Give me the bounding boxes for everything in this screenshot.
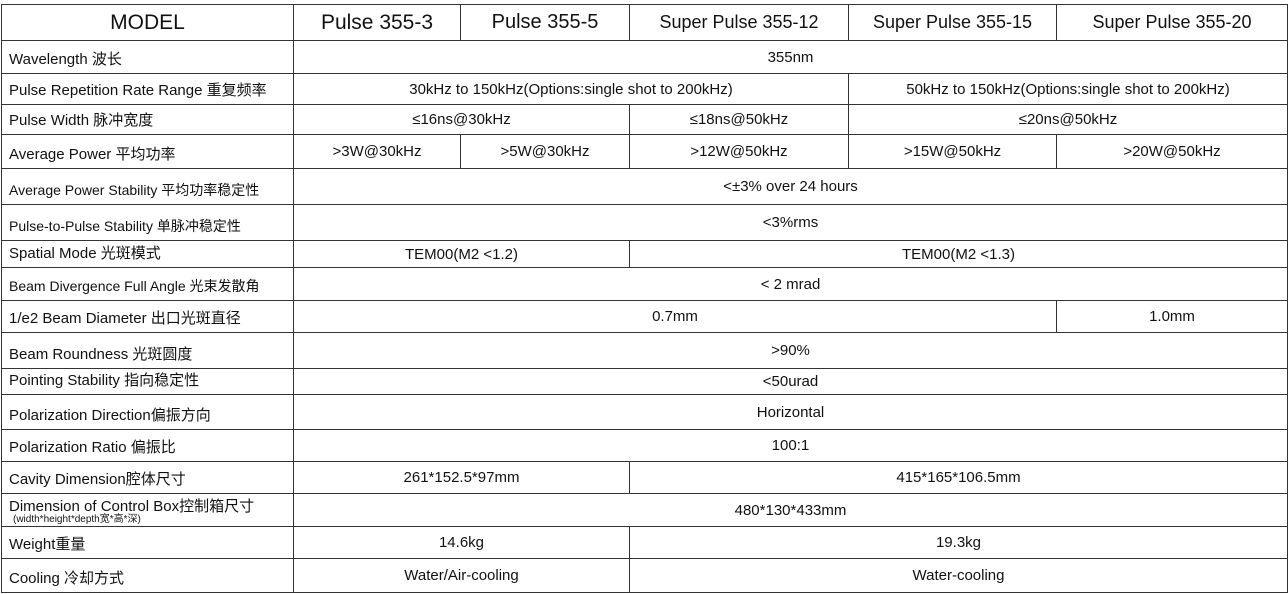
value-cell: <3%rms [293, 204, 1288, 241]
row-label-text: Average Power 平均功率 [9, 146, 176, 163]
table-row: Beam Roundness 光斑圆度 >90% [1, 332, 1288, 369]
value-cell: 0.7mm [293, 300, 1057, 333]
row-label: Polarization Direction偏振方向 [1, 394, 294, 430]
table-row: Cooling 冷却方式 Water/Air-cooling Water-cooli… [1, 558, 1288, 593]
value-cell: >5W@30kHz [460, 134, 630, 169]
row-label-text: Spatial Mode 光斑模式 [9, 245, 161, 262]
row-label: Average Power Stability 平均功率稳定性 [1, 168, 294, 205]
row-label: Beam Roundness 光斑圆度 [1, 332, 294, 369]
model-name: Pulse 355-3 [293, 4, 461, 41]
value-cell: >90% [293, 332, 1288, 369]
row-label: Beam Divergence Full Angle 光束发散角 [1, 267, 294, 301]
value-cell: 261*152.5*97mm [293, 461, 630, 494]
row-label-text: Beam Roundness 光斑圆度 [9, 346, 193, 363]
value-cell: TEM00(M2 <1.3) [629, 240, 1288, 268]
row-label: Weight重量 [1, 526, 294, 559]
model-name: Super Pulse 355-12 [629, 4, 849, 41]
value-cell: 30kHz to 150kHz(Options:single shot to 2… [293, 73, 849, 105]
row-label: Pulse Repetition Rate Range 重复频率 [1, 73, 294, 105]
value-cell: Water-cooling [629, 558, 1288, 593]
value-cell: 1.0mm [1056, 300, 1288, 333]
row-label-text: Polarization Direction偏振方向 [9, 407, 211, 424]
table-row: Polarization Direction偏振方向 Horizontal [1, 394, 1288, 430]
row-label: Average Power 平均功率 [1, 134, 294, 169]
row-label: Polarization Ratio 偏振比 [1, 429, 294, 462]
value-cell: 355nm [293, 40, 1288, 74]
row-label-text: 1/e2 Beam Diameter 出口光斑直径 [9, 310, 241, 327]
row-label-text: Cavity Dimension腔体尺寸 [9, 471, 186, 488]
row-label: Pulse-to-Pulse Stability 单脉冲稳定性 [1, 204, 294, 241]
table-row: Average Power Stability 平均功率稳定性 <±3% over… [1, 168, 1288, 205]
table-row: Pointing Stability 指向稳定性 <50urad [1, 368, 1288, 395]
row-label: Pulse Width 脉冲宽度 [1, 104, 294, 135]
table-row: Pulse Repetition Rate Range 重复频率 30kHz to… [1, 73, 1288, 105]
row-label: Dimension of Control Box控制箱尺寸 (width*heig… [1, 493, 294, 527]
header-row: MODEL Pulse 355-3 Pulse 355-5 Super Puls… [1, 4, 1288, 41]
spec-table: MODEL Pulse 355-3 Pulse 355-5 Super Puls… [1, 4, 1288, 593]
value-cell: Water/Air-cooling [293, 558, 630, 593]
row-label-text: Dimension of Control Box控制箱尺寸 [9, 498, 255, 515]
table-row: Average Power 平均功率 >3W@30kHz >5W@30kHz >12W… [1, 134, 1288, 169]
value-cell: 100:1 [293, 429, 1288, 462]
row-label-text: Pulse Width 脉冲宽度 [9, 112, 154, 129]
model-name: Super Pulse 355-15 [848, 4, 1057, 41]
row-label: Spatial Mode 光斑模式 [1, 240, 294, 268]
value-cell: 19.3kg [629, 526, 1288, 559]
value-cell: 14.6kg [293, 526, 630, 559]
table-row: Spatial Mode 光斑模式 TEM00(M2 <1.2) TEM00(M2 … [1, 240, 1288, 268]
table-row: Weight重量 14.6kg 19.3kg [1, 526, 1288, 559]
value-cell: ≤20ns@50kHz [848, 104, 1288, 135]
table-row: Dimension of Control Box控制箱尺寸 (width*heig… [1, 493, 1288, 527]
row-label: Wavelength 波长 [1, 40, 294, 74]
row-label: Pointing Stability 指向稳定性 [1, 368, 294, 395]
value-cell: Horizontal [293, 394, 1288, 430]
value-cell: >12W@50kHz [629, 134, 849, 169]
value-cell: <50urad [293, 368, 1288, 395]
row-label-text: Wavelength 波长 [9, 51, 122, 68]
table-row: Wavelength 波长 355nm [1, 40, 1288, 74]
row-label-text: Pulse Repetition Rate Range 重复频率 [9, 82, 267, 99]
row-label-text: Average Power Stability 平均功率稳定性 [9, 182, 260, 198]
value-cell: 415*165*106.5mm [629, 461, 1288, 494]
value-cell: < 2 mrad [293, 267, 1288, 301]
table-row: 1/e2 Beam Diameter 出口光斑直径 0.7mm 1.0mm [1, 300, 1288, 333]
model-name: Super Pulse 355-20 [1056, 4, 1288, 41]
value-cell: >3W@30kHz [293, 134, 461, 169]
row-label: Cavity Dimension腔体尺寸 [1, 461, 294, 494]
model-name: Pulse 355-5 [460, 4, 630, 41]
row-label: 1/e2 Beam Diameter 出口光斑直径 [1, 300, 294, 333]
row-label-text: Pointing Stability 指向稳定性 [9, 372, 200, 389]
value-cell: ≤16ns@30kHz [293, 104, 630, 135]
table-row: Beam Divergence Full Angle 光束发散角 < 2 mrad [1, 267, 1288, 301]
table-row: Pulse Width 脉冲宽度 ≤16ns@30kHz ≤18ns@50kHz ≤2… [1, 104, 1288, 135]
row-label-text: Polarization Ratio 偏振比 [9, 439, 176, 456]
row-label-text: Beam Divergence Full Angle 光束发散角 [9, 278, 260, 294]
value-cell: TEM00(M2 <1.2) [293, 240, 630, 268]
value-cell: 50kHz to 150kHz(Options:single shot to 2… [848, 73, 1288, 105]
row-label-text: Pulse-to-Pulse Stability 单脉冲稳定性 [9, 218, 241, 234]
value-cell: <±3% over 24 hours [293, 168, 1288, 205]
row-label: Cooling 冷却方式 [1, 558, 294, 593]
table-row: Pulse-to-Pulse Stability 单脉冲稳定性 <3%rms [1, 204, 1288, 241]
value-cell: 480*130*433mm [293, 493, 1288, 527]
row-sublabel: (width*height*depth宽*高*深) [13, 514, 141, 525]
model-header: MODEL [1, 4, 294, 41]
row-label-text: Weight重量 [9, 536, 86, 553]
row-label-text: Cooling 冷却方式 [9, 570, 125, 587]
value-cell: >20W@50kHz [1056, 134, 1288, 169]
table-row: Cavity Dimension腔体尺寸 261*152.5*97mm 415*16… [1, 461, 1288, 494]
table-row: Polarization Ratio 偏振比 100:1 [1, 429, 1288, 462]
value-cell: ≤18ns@50kHz [629, 104, 849, 135]
value-cell: >15W@50kHz [848, 134, 1057, 169]
